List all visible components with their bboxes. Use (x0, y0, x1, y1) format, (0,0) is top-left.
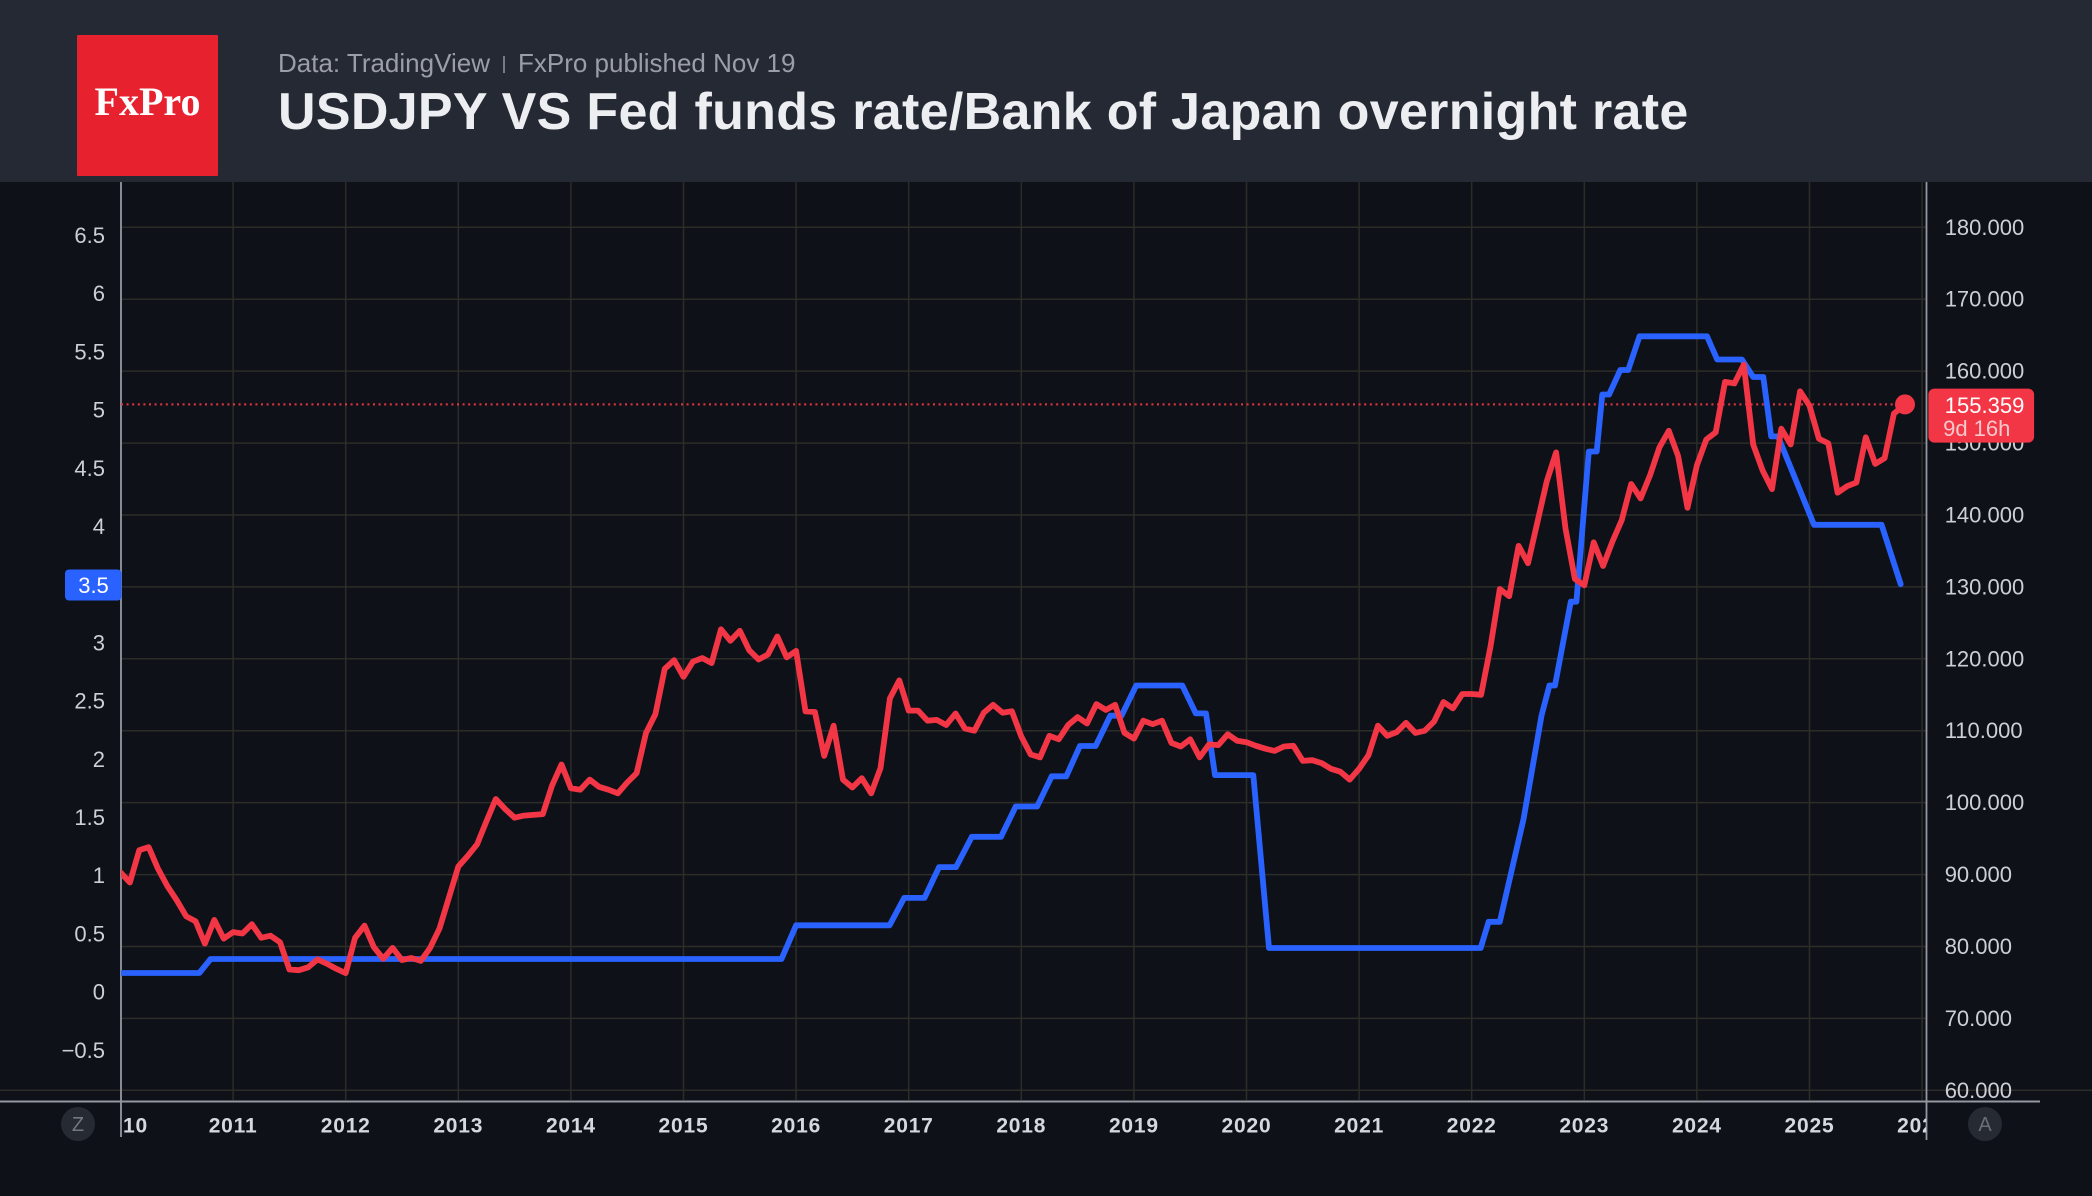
svg-text:2020: 2020 (1222, 1115, 1272, 1138)
svg-text:140.000: 140.000 (1945, 503, 2025, 528)
svg-text:2012: 2012 (321, 1115, 371, 1138)
svg-text:2019: 2019 (1109, 1115, 1159, 1138)
svg-text:2013: 2013 (433, 1115, 483, 1138)
svg-text:2021: 2021 (1334, 1115, 1384, 1138)
svg-text:6: 6 (93, 281, 105, 306)
svg-text:0: 0 (93, 980, 105, 1005)
svg-text:4: 4 (93, 514, 105, 539)
svg-text:3.5: 3.5 (78, 573, 109, 598)
svg-text:5.5: 5.5 (74, 339, 105, 364)
svg-text:0.5: 0.5 (74, 921, 105, 946)
svg-text:3: 3 (93, 630, 105, 655)
svg-text:2017: 2017 (884, 1115, 934, 1138)
svg-text:120.000: 120.000 (1945, 646, 2025, 671)
svg-text:180.000: 180.000 (1945, 215, 2025, 240)
svg-text:2024: 2024 (1672, 1115, 1722, 1138)
svg-text:70.000: 70.000 (1945, 1006, 2012, 1031)
svg-text:130.000: 130.000 (1945, 574, 2025, 599)
svg-text:90.000: 90.000 (1945, 862, 2012, 887)
svg-text:1: 1 (93, 863, 105, 888)
svg-text:2018: 2018 (996, 1115, 1046, 1138)
svg-text:−0.5: −0.5 (62, 1038, 105, 1063)
svg-text:2022: 2022 (1447, 1115, 1497, 1138)
svg-text:9d 16h: 9d 16h (1943, 416, 2010, 441)
svg-text:2026: 2026 (1897, 1115, 1947, 1138)
svg-text:2025: 2025 (1785, 1115, 1835, 1138)
svg-text:160.000: 160.000 (1945, 359, 2025, 384)
svg-text:155.359: 155.359 (1945, 393, 2025, 418)
svg-text:1.5: 1.5 (74, 805, 105, 830)
svg-text:110.000: 110.000 (1945, 718, 2023, 743)
svg-text:10: 10 (123, 1115, 148, 1138)
svg-text:2014: 2014 (546, 1115, 596, 1138)
svg-text:4.5: 4.5 (74, 456, 105, 481)
svg-text:2023: 2023 (1559, 1115, 1609, 1138)
svg-text:100.000: 100.000 (1945, 790, 2025, 815)
svg-text:2: 2 (93, 747, 105, 772)
svg-text:Z: Z (72, 1114, 84, 1136)
svg-text:2.5: 2.5 (74, 689, 105, 714)
svg-text:A: A (1978, 1114, 1992, 1136)
svg-text:2015: 2015 (659, 1115, 709, 1138)
svg-text:60.000: 60.000 (1945, 1078, 2012, 1103)
svg-text:80.000: 80.000 (1945, 934, 2012, 959)
svg-text:170.000: 170.000 (1945, 287, 2025, 312)
svg-text:6.5: 6.5 (74, 223, 105, 248)
svg-text:5: 5 (93, 398, 105, 423)
svg-text:2016: 2016 (771, 1115, 821, 1138)
svg-text:2011: 2011 (209, 1115, 258, 1138)
